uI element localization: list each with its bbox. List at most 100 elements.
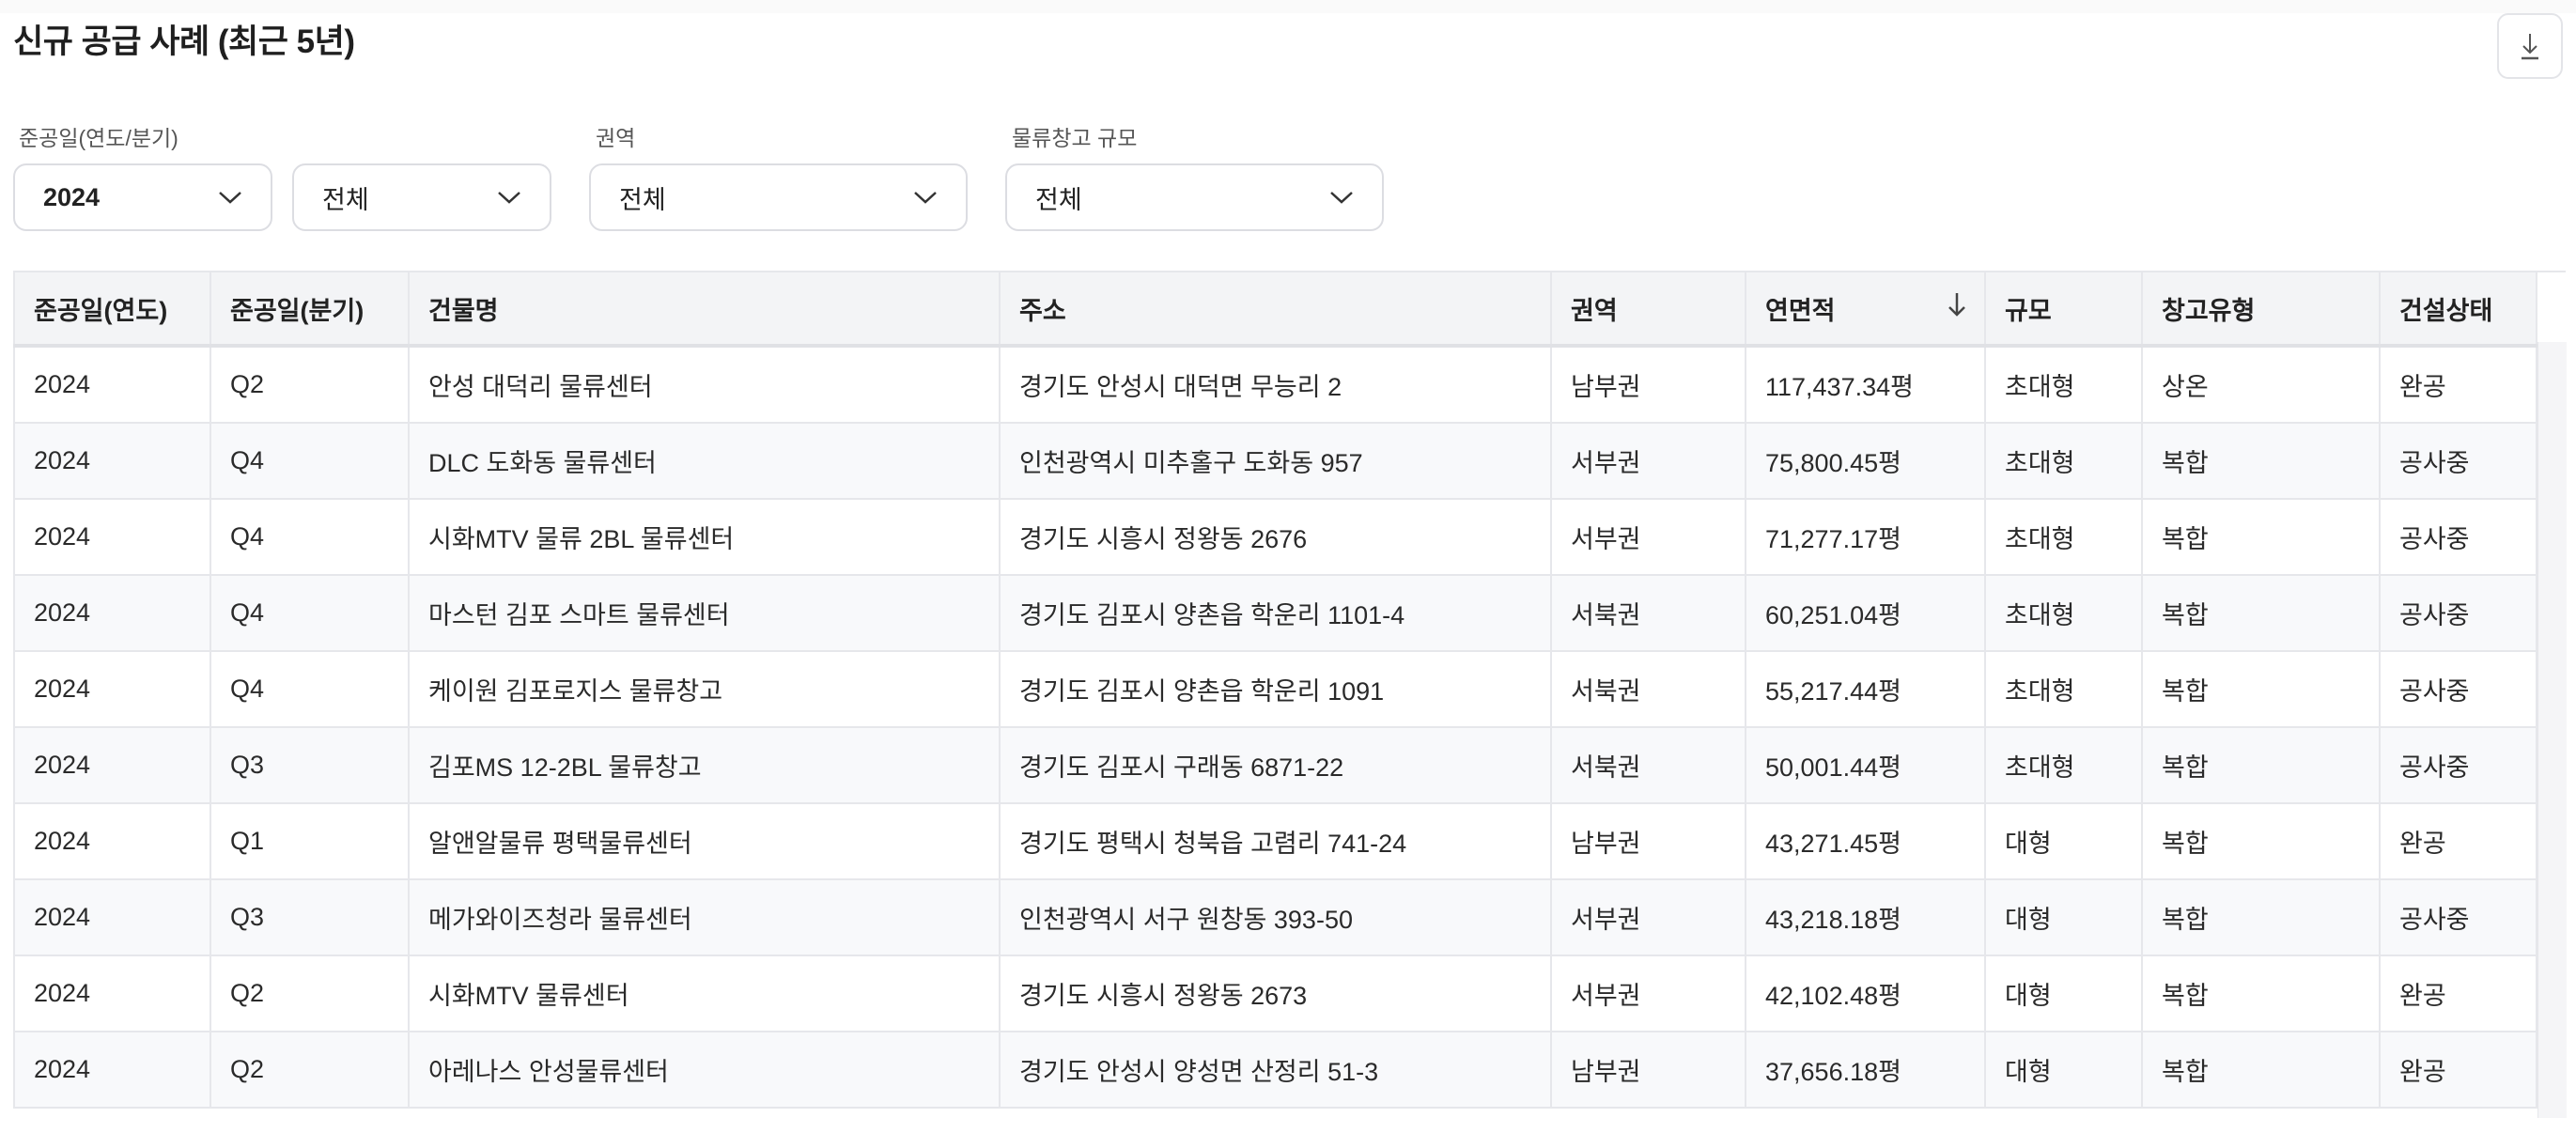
column-header[interactable]: 건물명 (408, 271, 1001, 348)
table-cell: 복합 (2141, 422, 2381, 500)
supply-table: 준공일(연도) 준공일(분기) 건물명 주소 권역 연면적 규모 창고유형 건설상태 2024 Q… (13, 271, 2537, 1109)
column-header[interactable]: 창고유형 (2141, 271, 2381, 348)
region-select-value: 전체 (619, 185, 666, 214)
table-cell: 서부권 (1550, 955, 1746, 1032)
table-cell: 시화MTV 물류센터 (408, 955, 1001, 1032)
table-cell: 아레나스 안성물류센터 (408, 1031, 1001, 1109)
column-header-label: 건설상태 (2399, 296, 2493, 325)
column-header-label: 주소 (1019, 296, 1066, 325)
column-header[interactable]: 규모 (1984, 271, 2143, 348)
table-row[interactable]: 2024 Q4 마스턴 김포 스마트 물류센터 경기도 김포시 양촌읍 학운리 110… (13, 574, 2537, 652)
table-cell: Q4 (209, 574, 410, 652)
table-cell: 경기도 안성시 양성면 산정리 51-3 (999, 1031, 1552, 1109)
table-cell: DLC 도화동 물류센터 (408, 422, 1001, 500)
table-cell: 복합 (2141, 650, 2381, 728)
table-cell: 2024 (13, 1031, 211, 1109)
table-row[interactable]: 2024 Q4 케이원 김포로지스 물류창고 경기도 김포시 양촌읍 학운리 1091… (13, 650, 2537, 728)
table-row[interactable]: 2024 Q2 안성 대덕리 물류센터 경기도 안성시 대덕면 무능리 2 남부권 117… (13, 345, 2537, 424)
table-cell: 복합 (2141, 498, 2381, 576)
table-cell: Q3 (209, 726, 410, 804)
column-header[interactable]: 건설상태 (2379, 271, 2537, 348)
chevron-down-icon (219, 192, 241, 204)
table-cell: 50,001.44평 (1745, 726, 1986, 804)
table-cell: 복합 (2141, 955, 2381, 1032)
table-row[interactable]: 2024 Q2 아레나스 안성물류센터 경기도 안성시 양성면 산정리 51-3 남부권… (13, 1031, 2537, 1109)
table-cell: 공사중 (2379, 422, 2537, 500)
table-cell: 공사중 (2379, 650, 2537, 728)
table-cell: Q2 (209, 1031, 410, 1109)
table-cell: 117,437.34평 (1745, 345, 1986, 424)
table-cell: 55,217.44평 (1745, 650, 1986, 728)
table-row[interactable]: 2024 Q3 김포MS 12-2BL 물류창고 경기도 김포시 구래동 6871-2… (13, 726, 2537, 804)
column-header[interactable]: 권역 (1550, 271, 1746, 348)
table-row[interactable]: 2024 Q4 시화MTV 물류 2BL 물류센터 경기도 시흥시 정왕동 2676 서… (13, 498, 2537, 576)
table-cell: 서부권 (1550, 878, 1746, 956)
vertical-scrollbar[interactable] (2537, 342, 2567, 1118)
completion-filter-label: 준공일(연도/분기) (19, 126, 178, 150)
table-cell: 서북권 (1550, 574, 1746, 652)
table-cell: Q3 (209, 878, 410, 956)
table-cell: 43,218.18평 (1745, 878, 1986, 956)
quarter-select[interactable]: 전체 (292, 163, 551, 231)
table-cell: 완공 (2379, 345, 2537, 424)
column-header-label: 연면적 (1765, 296, 1836, 325)
table-cell: 서북권 (1550, 650, 1746, 728)
table-cell: 서북권 (1550, 726, 1746, 804)
table-cell: 초대형 (1984, 422, 2143, 500)
table-cell: 복합 (2141, 802, 2381, 880)
table-row[interactable]: 2024 Q1 알앤알물류 평택물류센터 경기도 평택시 청북읍 고렴리 741-24… (13, 802, 2537, 880)
table-row[interactable]: 2024 Q4 DLC 도화동 물류센터 인천광역시 미추홀구 도화동 957 서부권 7… (13, 422, 2537, 500)
table-cell: Q4 (209, 650, 410, 728)
download-button[interactable] (2497, 13, 2563, 79)
table-cell: 경기도 김포시 양촌읍 학운리 1091 (999, 650, 1552, 728)
page-title: 신규 공급 사례 (최근 5년) (13, 23, 355, 60)
sort-desc-arrow-icon[interactable] (1947, 290, 1967, 325)
column-header-label: 준공일(연도) (34, 296, 168, 325)
table-row[interactable]: 2024 Q3 메가와이즈청라 물류센터 인천광역시 서구 원창동 393-50 서부권… (13, 878, 2537, 956)
table-cell: 2024 (13, 726, 211, 804)
year-select[interactable]: 2024 (13, 163, 272, 231)
table-cell: 2024 (13, 650, 211, 728)
table-row[interactable]: 2024 Q2 시화MTV 물류센터 경기도 시흥시 정왕동 2673 서부권 42,10… (13, 955, 2537, 1032)
column-header[interactable]: 연면적 (1745, 271, 1986, 348)
column-header-label: 준공일(분기) (230, 296, 365, 325)
column-header[interactable]: 준공일(연도) (13, 271, 211, 348)
table-cell: 75,800.45평 (1745, 422, 1986, 500)
table-cell: Q1 (209, 802, 410, 880)
scale-filter-label: 물류창고 규모 (1012, 126, 1138, 150)
table-cell: 복합 (2141, 726, 2381, 804)
table-cell: 공사중 (2379, 574, 2537, 652)
table-cell: 공사중 (2379, 498, 2537, 576)
column-header[interactable]: 준공일(분기) (209, 271, 410, 348)
table-cell: 60,251.04평 (1745, 574, 1986, 652)
table-cell: 초대형 (1984, 345, 2143, 424)
table-cell: 남부권 (1550, 1031, 1746, 1109)
chevron-down-icon (1330, 192, 1353, 204)
table-cell: 초대형 (1984, 498, 2143, 576)
table-cell: 37,656.18평 (1745, 1031, 1986, 1109)
top-bar (0, 0, 2576, 13)
table-cell: 인천광역시 서구 원창동 393-50 (999, 878, 1552, 956)
table-cell: 초대형 (1984, 650, 2143, 728)
table-cell: 경기도 시흥시 정왕동 2676 (999, 498, 1552, 576)
table-cell: 복합 (2141, 878, 2381, 956)
column-header-label: 권역 (1571, 296, 1618, 325)
column-header[interactable]: 주소 (999, 271, 1552, 348)
column-header-label: 창고유형 (2162, 296, 2256, 325)
table-cell: 남부권 (1550, 345, 1746, 424)
table-cell: 서부권 (1550, 498, 1746, 576)
table-cell: Q4 (209, 498, 410, 576)
table-cell: 42,102.48평 (1745, 955, 1986, 1032)
scale-select[interactable]: 전체 (1005, 163, 1384, 231)
chevron-down-icon (914, 192, 937, 204)
table-cell: 케이원 김포로지스 물류창고 (408, 650, 1001, 728)
table-cell: 대형 (1984, 878, 2143, 956)
table-cell: Q2 (209, 955, 410, 1032)
table-cell: 2024 (13, 878, 211, 956)
column-header-label: 건물명 (428, 296, 499, 325)
table-cell: 경기도 김포시 양촌읍 학운리 1101-4 (999, 574, 1552, 652)
table-cell: 마스턴 김포 스마트 물류센터 (408, 574, 1001, 652)
table-cell: 2024 (13, 574, 211, 652)
region-select[interactable]: 전체 (589, 163, 968, 231)
table-cell: 대형 (1984, 802, 2143, 880)
